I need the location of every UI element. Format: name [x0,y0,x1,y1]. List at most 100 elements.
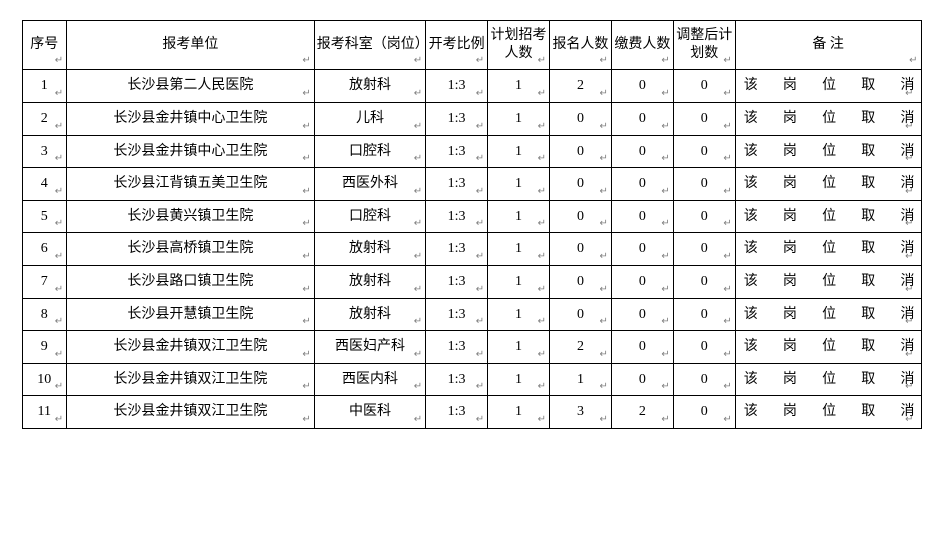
paragraph-mark-icon: ↵ [538,219,546,229]
paragraph-mark-icon: ↵ [661,252,669,262]
cell-apply: 1↵ [549,363,611,396]
cell-text: 0 [701,274,708,289]
paragraph-mark-icon: ↵ [723,154,731,164]
cell-ratio: 1:3↵ [426,363,488,396]
cell-text: 该岗位取消 [744,209,919,224]
cell-plan: 1↵ [488,396,550,429]
paragraph-mark-icon: ↵ [414,252,422,262]
cell-text: 2 [577,78,584,93]
table-row: 4↵长沙县江背镇五美卫生院↵西医外科↵1:3↵1↵0↵0↵0↵该岗位取消↵ [22,168,921,201]
paragraph-mark-icon: ↵ [302,187,310,197]
cell-text: 0 [639,144,646,159]
header-pay: 缴费人数↵ [611,21,673,70]
cell-text: 0 [701,372,708,387]
header-apply: 报名人数↵ [549,21,611,70]
paragraph-mark-icon: ↵ [476,285,484,295]
cell-text: 1 [515,144,522,159]
paragraph-mark-icon: ↵ [905,415,917,425]
cell-unit: 长沙县第二人民医院↵ [67,70,315,103]
paragraph-mark-icon: ↵ [476,219,484,229]
cell-text: 1:3 [448,176,466,191]
cell-text: 口腔科 [349,144,391,159]
cell-text: 0 [577,274,584,289]
cell-text: 0 [701,339,708,354]
cell-adj: 0↵ [673,396,735,429]
cell-note: 该岗位取消↵ [735,233,921,266]
cell-text: 0 [577,209,584,224]
cell-dept: 西医外科↵ [314,168,425,201]
paragraph-mark-icon: ↵ [538,122,546,132]
cell-text: 1 [515,274,522,289]
paragraph-mark-icon: ↵ [723,415,731,425]
cell-text: 儿科 [356,111,384,126]
cell-unit: 长沙县黄兴镇卫生院↵ [67,200,315,233]
cell-adj: 0↵ [673,298,735,331]
cell-text: 长沙县金井镇中心卫生院 [113,144,267,159]
header-unit: 报考单位↵ [67,21,315,70]
cell-text: 1:3 [448,372,466,387]
paragraph-mark-icon: ↵ [538,89,546,99]
cell-note: 该岗位取消↵ [735,265,921,298]
paragraph-mark-icon: ↵ [414,350,422,360]
paragraph-mark-icon: ↵ [905,350,917,360]
cell-text: 长沙县金井镇双江卫生院 [113,404,267,419]
cell-dept: 口腔科↵ [314,135,425,168]
cell-dept: 西医内科↵ [314,363,425,396]
cell-note: 该岗位取消↵ [735,102,921,135]
paragraph-mark-icon: ↵ [302,317,310,327]
cell-note: 该岗位取消↵ [735,135,921,168]
paragraph-mark-icon: ↵ [905,89,917,99]
paragraph-mark-icon: ↵ [414,122,422,132]
cell-text: 11 [38,404,51,419]
cell-text: 0 [701,241,708,256]
paragraph-mark-icon: ↵ [476,317,484,327]
cell-adj: 0↵ [673,135,735,168]
cell-text: 口腔科 [349,209,391,224]
cell-text: 1 [515,372,522,387]
paragraph-mark-icon: ↵ [905,317,917,327]
table-row: 9↵长沙县金井镇双江卫生院↵西医妇产科↵1:3↵1↵2↵0↵0↵该岗位取消↵ [22,331,921,364]
cell-dept: 中医科↵ [314,396,425,429]
paragraph-mark-icon: ↵ [55,382,63,392]
paragraph-mark-icon: ↵ [302,252,310,262]
cell-adj: 0↵ [673,70,735,103]
table-row: 10↵长沙县金井镇双江卫生院↵西医内科↵1:3↵1↵1↵0↵0↵该岗位取消↵ [22,363,921,396]
cell-apply: 0↵ [549,265,611,298]
cell-text: 西医内科 [342,372,398,387]
cell-pay: 0↵ [611,331,673,364]
cell-ratio: 1:3↵ [426,135,488,168]
paragraph-mark-icon: ↵ [538,187,546,197]
cell-text: 1 [515,209,522,224]
paragraph-mark-icon: ↵ [661,317,669,327]
cell-adj: 0↵ [673,233,735,266]
cell-unit: 长沙县江背镇五美卫生院↵ [67,168,315,201]
paragraph-mark-icon: ↵ [55,252,63,262]
cell-text: 1 [515,111,522,126]
cell-text: 长沙县第二人民医院 [127,78,253,93]
cell-note: 该岗位取消↵ [735,168,921,201]
cell-dept: 放射科↵ [314,298,425,331]
cell-text: 该岗位取消 [744,274,919,289]
cell-text: 0 [701,176,708,191]
cell-seq: 10↵ [22,363,67,396]
cell-text: 1:3 [448,209,466,224]
paragraph-mark-icon: ↵ [302,154,310,164]
paragraph-mark-icon: ↵ [600,415,608,425]
cell-text: 0 [639,241,646,256]
cell-pay: 0↵ [611,265,673,298]
cell-note: 该岗位取消↵ [735,396,921,429]
paragraph-mark-icon: ↵ [302,219,310,229]
cell-adj: 0↵ [673,102,735,135]
cell-pay: 0↵ [611,298,673,331]
paragraph-mark-icon: ↵ [55,219,63,229]
paragraph-mark-icon: ↵ [55,154,63,164]
paragraph-mark-icon: ↵ [600,187,608,197]
paragraph-mark-icon: ↵ [414,219,422,229]
cell-text: 长沙县金井镇双江卫生院 [113,339,267,354]
cell-text: 1 [41,78,48,93]
paragraph-mark-icon: ↵ [661,415,669,425]
cell-unit: 长沙县金井镇双江卫生院↵ [67,396,315,429]
cell-dept: 放射科↵ [314,233,425,266]
cell-pay: 0↵ [611,233,673,266]
paragraph-mark-icon: ↵ [538,382,546,392]
